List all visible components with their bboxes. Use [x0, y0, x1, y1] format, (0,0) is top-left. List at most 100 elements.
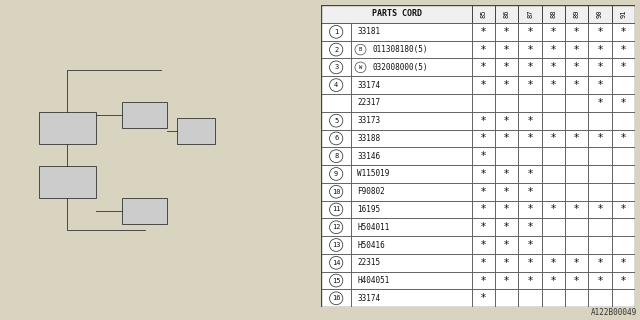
- Text: *: *: [621, 44, 626, 55]
- Bar: [177, 118, 215, 144]
- Bar: [351, 272, 472, 289]
- Text: A122B00049: A122B00049: [591, 308, 637, 317]
- Bar: [565, 112, 588, 130]
- Text: *: *: [574, 204, 579, 214]
- Bar: [495, 112, 518, 130]
- Text: *: *: [481, 116, 486, 126]
- Text: F90802: F90802: [357, 187, 385, 196]
- Text: *: *: [621, 62, 626, 72]
- Bar: [541, 254, 565, 272]
- Bar: [518, 23, 541, 41]
- Text: *: *: [504, 116, 509, 126]
- Bar: [495, 289, 518, 307]
- Bar: [122, 198, 167, 224]
- Text: *: *: [481, 151, 486, 161]
- Bar: [321, 41, 351, 59]
- Bar: [472, 165, 495, 183]
- Text: *: *: [551, 133, 556, 143]
- Text: *: *: [551, 62, 556, 72]
- Text: *: *: [527, 44, 532, 55]
- Text: 032008000(5): 032008000(5): [372, 63, 428, 72]
- Text: 10: 10: [332, 189, 340, 195]
- Text: 33188: 33188: [357, 134, 380, 143]
- Bar: [472, 254, 495, 272]
- Text: W115019: W115019: [357, 170, 390, 179]
- Text: *: *: [621, 98, 626, 108]
- Bar: [541, 218, 565, 236]
- Bar: [351, 289, 472, 307]
- Bar: [588, 254, 612, 272]
- Bar: [518, 254, 541, 272]
- Text: *: *: [551, 27, 556, 37]
- Text: *: *: [504, 169, 509, 179]
- Bar: [321, 289, 351, 307]
- Bar: [541, 236, 565, 254]
- Text: *: *: [504, 222, 509, 232]
- Bar: [518, 41, 541, 59]
- Bar: [472, 272, 495, 289]
- Text: 13: 13: [332, 242, 340, 248]
- Bar: [518, 218, 541, 236]
- Bar: [321, 130, 351, 147]
- Text: 1: 1: [334, 29, 339, 35]
- Text: *: *: [504, 27, 509, 37]
- Text: *: *: [481, 80, 486, 90]
- Text: *: *: [504, 276, 509, 285]
- Text: *: *: [481, 293, 486, 303]
- Bar: [612, 94, 635, 112]
- Bar: [321, 23, 351, 41]
- Bar: [321, 59, 351, 76]
- Bar: [472, 76, 495, 94]
- Text: 14: 14: [332, 260, 340, 266]
- Bar: [321, 218, 351, 236]
- Text: 87: 87: [527, 10, 533, 18]
- Bar: [495, 147, 518, 165]
- Text: *: *: [621, 27, 626, 37]
- Bar: [472, 147, 495, 165]
- Bar: [565, 130, 588, 147]
- Text: *: *: [504, 133, 509, 143]
- Bar: [472, 59, 495, 76]
- Bar: [472, 289, 495, 307]
- Text: 22315: 22315: [357, 258, 380, 267]
- Bar: [518, 5, 541, 23]
- Text: *: *: [551, 258, 556, 268]
- Text: *: *: [597, 44, 602, 55]
- Bar: [588, 272, 612, 289]
- Text: 91: 91: [620, 10, 626, 18]
- Bar: [612, 218, 635, 236]
- Bar: [321, 272, 351, 289]
- Bar: [38, 166, 97, 198]
- Bar: [565, 5, 588, 23]
- Bar: [612, 165, 635, 183]
- Bar: [588, 201, 612, 218]
- Bar: [518, 112, 541, 130]
- Bar: [612, 23, 635, 41]
- Text: 88: 88: [550, 10, 556, 18]
- Bar: [351, 218, 472, 236]
- Bar: [351, 165, 472, 183]
- Text: 86: 86: [504, 10, 509, 18]
- Text: *: *: [597, 204, 602, 214]
- Bar: [495, 183, 518, 201]
- Bar: [472, 94, 495, 112]
- Text: *: *: [481, 62, 486, 72]
- Bar: [321, 201, 351, 218]
- Bar: [541, 76, 565, 94]
- Text: 6: 6: [334, 135, 339, 141]
- Bar: [518, 76, 541, 94]
- Bar: [38, 112, 97, 144]
- Text: *: *: [481, 27, 486, 37]
- Text: 9: 9: [334, 171, 339, 177]
- Bar: [565, 76, 588, 94]
- Text: *: *: [481, 133, 486, 143]
- Bar: [495, 165, 518, 183]
- Bar: [588, 94, 612, 112]
- Bar: [565, 94, 588, 112]
- Bar: [351, 94, 472, 112]
- Bar: [495, 5, 518, 23]
- Text: *: *: [504, 44, 509, 55]
- Bar: [518, 94, 541, 112]
- Bar: [565, 236, 588, 254]
- Text: *: *: [551, 276, 556, 285]
